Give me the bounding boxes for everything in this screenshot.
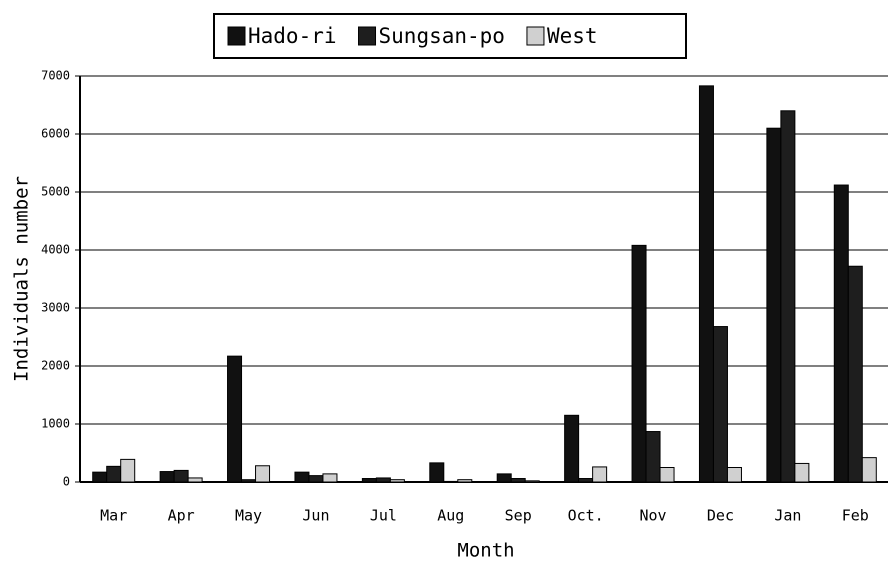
y-tick-label: 4000 bbox=[41, 243, 70, 257]
x-tick-label: Oct. bbox=[568, 507, 604, 525]
bar bbox=[712, 326, 728, 483]
bar bbox=[564, 414, 580, 483]
legend-swatch bbox=[358, 26, 377, 46]
bar bbox=[726, 467, 742, 483]
bar bbox=[861, 457, 877, 483]
y-tick-label: 2000 bbox=[41, 359, 70, 373]
bar bbox=[255, 465, 271, 483]
y-tick-label: 7000 bbox=[41, 69, 70, 83]
bar bbox=[389, 479, 405, 483]
bar bbox=[510, 478, 526, 483]
bar bbox=[375, 477, 391, 483]
y-tick-label: 3000 bbox=[41, 301, 70, 315]
bar bbox=[833, 184, 849, 483]
x-tick-label: Jun bbox=[302, 507, 329, 525]
x-axis-title: Month bbox=[457, 540, 514, 562]
legend-box bbox=[213, 13, 687, 59]
bar bbox=[361, 478, 377, 483]
x-tick-label: Apr bbox=[168, 507, 195, 525]
bar bbox=[645, 431, 661, 483]
bar bbox=[698, 85, 714, 483]
bar bbox=[120, 458, 136, 483]
x-tick-label: Nov bbox=[639, 507, 666, 525]
bar bbox=[322, 473, 338, 483]
legend-label: West bbox=[547, 24, 598, 48]
legend-label: Hado-ri bbox=[248, 24, 337, 48]
bar bbox=[794, 462, 810, 483]
x-tick-label: Feb bbox=[842, 507, 869, 525]
legend-swatch bbox=[227, 26, 246, 46]
bar bbox=[496, 473, 512, 483]
x-tick-label: Dec bbox=[707, 507, 734, 525]
bar bbox=[227, 355, 243, 483]
y-axis-title: Individuals number bbox=[11, 176, 33, 382]
x-tick-label: Jan bbox=[774, 507, 801, 525]
bar bbox=[457, 479, 473, 483]
bar bbox=[308, 475, 324, 483]
bar bbox=[241, 479, 257, 483]
y-tick-label: 0 bbox=[63, 475, 70, 489]
bar bbox=[578, 478, 594, 483]
bar bbox=[187, 477, 203, 483]
y-tick-label: 5000 bbox=[41, 185, 70, 199]
x-tick-label: Jul bbox=[370, 507, 397, 525]
bar bbox=[443, 480, 459, 483]
bar bbox=[159, 471, 175, 483]
x-tick-label: Mar bbox=[100, 507, 127, 525]
y-tick-label: 1000 bbox=[41, 417, 70, 431]
y-tick-label: 6000 bbox=[41, 127, 70, 141]
bar bbox=[294, 471, 310, 483]
x-tick-label: Aug bbox=[437, 507, 464, 525]
x-tick-label: Sep bbox=[505, 507, 532, 525]
bar bbox=[592, 466, 608, 483]
bar bbox=[173, 469, 189, 483]
bar bbox=[429, 462, 445, 483]
x-tick-label: May bbox=[235, 507, 262, 525]
bar bbox=[847, 265, 863, 483]
bar bbox=[92, 471, 108, 483]
bar bbox=[106, 465, 122, 483]
legend-label: Sungsan-po bbox=[379, 24, 505, 48]
bar bbox=[659, 467, 675, 483]
bar bbox=[780, 110, 796, 483]
bar bbox=[524, 480, 540, 483]
bar bbox=[766, 127, 782, 483]
bar bbox=[631, 244, 647, 483]
legend-swatch bbox=[526, 26, 545, 46]
